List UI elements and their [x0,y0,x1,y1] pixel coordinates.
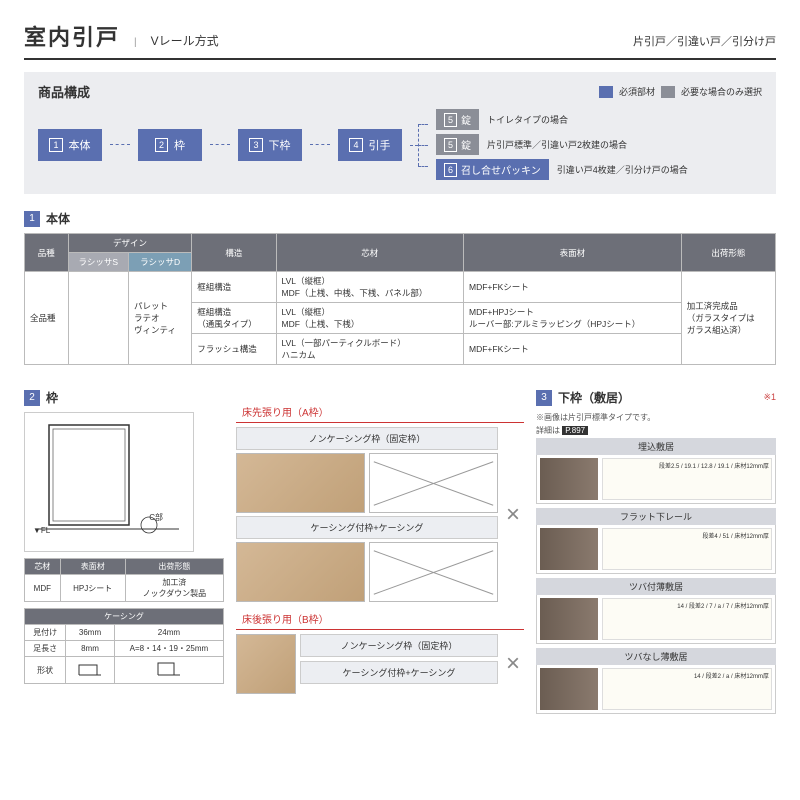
section-3-head: 3 下枠（敷居） ※1 [536,389,776,406]
rail-photo-thumb [540,528,598,570]
rail-section-diagram: 段差4 / 51 / 床材12mm厚 [602,528,772,570]
section-num-icon: 1 [24,211,40,227]
flow-tail: 5錠トイレタイプの場合 5錠片引戸標準／引違い戸2枚建の場合 6召し合せパッキン… [436,109,688,180]
frame-photo-thumb [236,634,296,694]
spec-table-1: 品種 デザイン 構造 芯材 表面材 出荷形態 ラシッサS ラシッサD 全品種 パ… [24,233,776,365]
note-text: ※画像は片引戸標準タイプです。 [536,412,776,423]
product-flow-panel: 商品構成 必須部材 必要な場合のみ選択 1本体 2枠 3下枠 4引手 [24,72,776,194]
flow-box-3: 3下枠 [238,129,302,161]
page-subtitle: Vレール方式 [151,32,219,49]
page-title: 室内引戸 [24,20,120,52]
rail-photo-thumb [540,598,598,640]
flow-box-4: 4引手 [338,129,402,161]
legend-optional-label: 必要な場合のみ選択 [681,85,762,98]
b-frame-block: 床後張り用（B枠） ノンケーシング枠（固定枠） ケーシング付枠+ケーシング × [236,608,524,694]
flow-box-1: 1本体 [38,129,102,161]
frame-photo-thumb [236,453,365,513]
title-separator: | [134,37,137,48]
flow-tail-box: 6召し合せパッキン [436,159,549,180]
section-1-head: 1 本体 [24,210,776,227]
legend-required-label: 必須部材 [619,85,655,98]
page-header: 室内引戸 | Vレール方式 片引戸／引違い戸／引分け戸 [24,20,776,60]
rail-card: ツバなし薄敷居 14 / 段差2 / a / 床材12mm厚 [536,648,776,714]
frame-photo-thumb [236,542,365,602]
rail-section-diagram: 段差2.5 / 19.1 / 12.8 / 19.1 / 床材12mm厚 [602,458,772,500]
flow-box-2: 2枠 [138,129,202,161]
section-1-title: 本体 [46,210,70,227]
legend: 必須部材 必要な場合のみ選択 [599,85,762,98]
note-ref: ※1 [763,392,776,403]
casing-table: ケーシング 見付け36mm24mm 足長さ8mmA=8・14・19・25mm 形… [24,608,224,684]
multiply-icon: × [506,501,520,529]
frame-material-table: 芯材表面材出荷形態 MDFHPJシート加工済 ノックダウン製品 [24,558,224,602]
door-frame-icon [29,417,189,547]
rail-photo-thumb [540,458,598,500]
legend-required-swatch [599,86,613,98]
flow-tail-box: 5錠 [436,109,479,130]
page-variants: 片引戸／引違い戸／引分け戸 [633,33,776,49]
multiply-icon: × [506,650,520,678]
rail-section-diagram: 14 / 段差2 / a / 床材12mm厚 [602,668,772,710]
rail-card: ツバ付薄敷居 14 / 段差2 / 7 / a / 7 / 床材12mm厚 [536,578,776,644]
shape-icon [75,659,105,679]
flow-fork [410,118,428,172]
frame-section-diagram [369,453,498,513]
flow-title: 商品構成 [38,82,90,101]
section-num-icon: 3 [536,390,552,406]
flow-tail-box: 5錠 [436,134,479,155]
section-num-icon: 2 [24,390,40,406]
a-frame-block: 床先張り用（A枠） ノンケーシング枠（固定枠） ケーシング付枠+ケーシング [236,401,524,602]
flow-row: 1本体 2枠 3下枠 4引手 5錠トイレタイプの場合 5錠片引戸標準／引違い戸2… [38,109,762,180]
shape-icon [154,659,184,679]
legend-optional-swatch [661,86,675,98]
rail-card: 埋込敷居 段差2.5 / 19.1 / 12.8 / 19.1 / 床材12mm… [536,438,776,504]
section-2-title: 枠 [46,389,58,406]
note-text: 詳細は P.897 [536,425,776,436]
section-2-head: 2 枠 [24,389,224,406]
rail-card: フラット下レール 段差4 / 51 / 床材12mm厚 [536,508,776,574]
frame-sketch: ▼FL C部 [24,412,194,552]
a-frame-label: 床先張り用（A枠） [236,401,524,423]
rail-section-diagram: 14 / 段差2 / 7 / a / 7 / 床材12mm厚 [602,598,772,640]
b-frame-label: 床後張り用（B枠） [236,608,524,630]
frame-section-diagram [369,542,498,602]
rail-photo-thumb [540,668,598,710]
section-3-title: 下枠（敷居） [558,389,630,406]
